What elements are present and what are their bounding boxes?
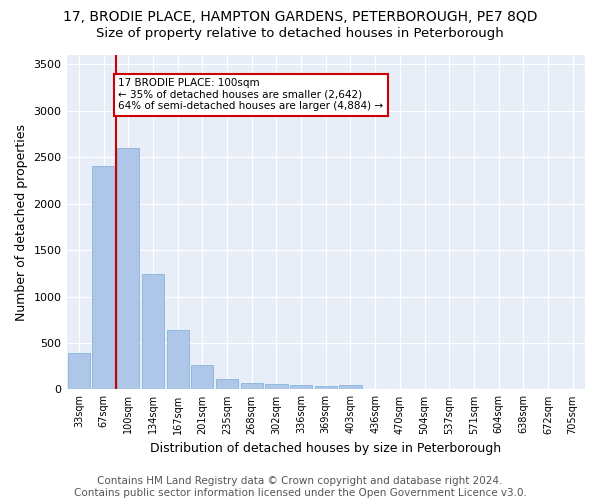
X-axis label: Distribution of detached houses by size in Peterborough: Distribution of detached houses by size … — [150, 442, 502, 455]
Text: 17 BRODIE PLACE: 100sqm
← 35% of detached houses are smaller (2,642)
64% of semi: 17 BRODIE PLACE: 100sqm ← 35% of detache… — [118, 78, 383, 112]
Y-axis label: Number of detached properties: Number of detached properties — [15, 124, 28, 320]
Bar — [216, 378, 238, 390]
Bar — [167, 330, 189, 390]
Bar — [340, 385, 362, 390]
Bar — [142, 274, 164, 390]
Bar — [117, 148, 139, 390]
Bar — [68, 353, 90, 390]
Text: Size of property relative to detached houses in Peterborough: Size of property relative to detached ho… — [96, 28, 504, 40]
Bar — [265, 384, 287, 390]
Bar — [92, 166, 115, 390]
Bar — [314, 386, 337, 390]
Bar — [191, 366, 214, 390]
Text: Contains HM Land Registry data © Crown copyright and database right 2024.
Contai: Contains HM Land Registry data © Crown c… — [74, 476, 526, 498]
Text: 17, BRODIE PLACE, HAMPTON GARDENS, PETERBOROUGH, PE7 8QD: 17, BRODIE PLACE, HAMPTON GARDENS, PETER… — [63, 10, 537, 24]
Bar — [241, 384, 263, 390]
Bar — [290, 385, 312, 390]
